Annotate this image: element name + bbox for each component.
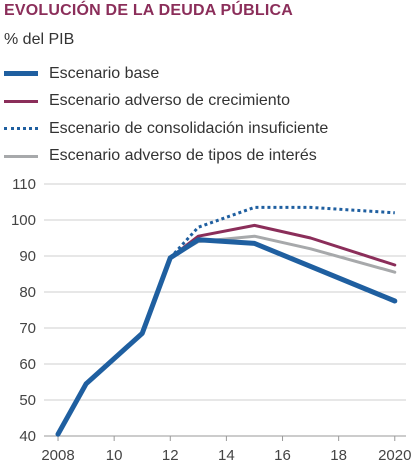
legend-swatch-adverse-growth	[4, 99, 38, 103]
legend-label-adverse-growth: Escenario adverso de crecimiento	[49, 92, 291, 110]
legend-item-insufficient-consolidation: Escenario de consolidación insuficiente	[4, 115, 409, 143]
legend-swatch-insufficient-consolidation	[4, 127, 38, 131]
series-line-base	[55, 237, 398, 437]
legend-swatch-adverse-rates	[4, 154, 38, 158]
y-tick-label-40: 40	[19, 428, 36, 445]
legend-swatch-base	[4, 71, 38, 77]
legend-label-insufficient-consolidation: Escenario de consolidación insuficiente	[49, 119, 329, 137]
x-tick-label-2010: 10	[106, 447, 123, 464]
legend-item-adverse-rates: Escenario adverso de tipos de interés	[4, 143, 409, 171]
y-tick-label-50: 50	[19, 392, 36, 409]
x-tick-label-2016: 16	[274, 447, 291, 464]
y-tick-label-70: 70	[19, 320, 36, 337]
y-tick-label-80: 80	[19, 284, 36, 301]
x-tick-label-2012: 12	[162, 447, 179, 464]
legend-label-base: Escenario base	[49, 64, 160, 82]
x-tick-label-2008: 2008	[41, 447, 74, 464]
legend-item-adverse-growth: Escenario adverso de crecimiento	[4, 88, 409, 116]
x-tick-label-2020: 2020	[378, 447, 411, 464]
y-tick-label-90: 90	[19, 248, 36, 265]
legend-item-base: Escenario base	[4, 60, 409, 88]
y-axis-unit-label: % del PIB	[4, 31, 75, 48]
legend: Escenario base Escenario adverso de crec…	[4, 60, 409, 170]
chart-title: EVOLUCIÓN DE LA DEUDA PÚBLICA	[4, 2, 294, 19]
series-line-adverse-growth	[168, 223, 397, 267]
y-tick-label-110: 110	[12, 176, 36, 193]
y-tick-label-60: 60	[19, 356, 36, 373]
x-tick-label-2018: 18	[330, 447, 347, 464]
y-tick-label-100: 100	[11, 212, 36, 229]
legend-label-adverse-rates: Escenario adverso de tipos de interés	[49, 147, 317, 165]
x-tick-label-2014: 14	[218, 447, 235, 464]
